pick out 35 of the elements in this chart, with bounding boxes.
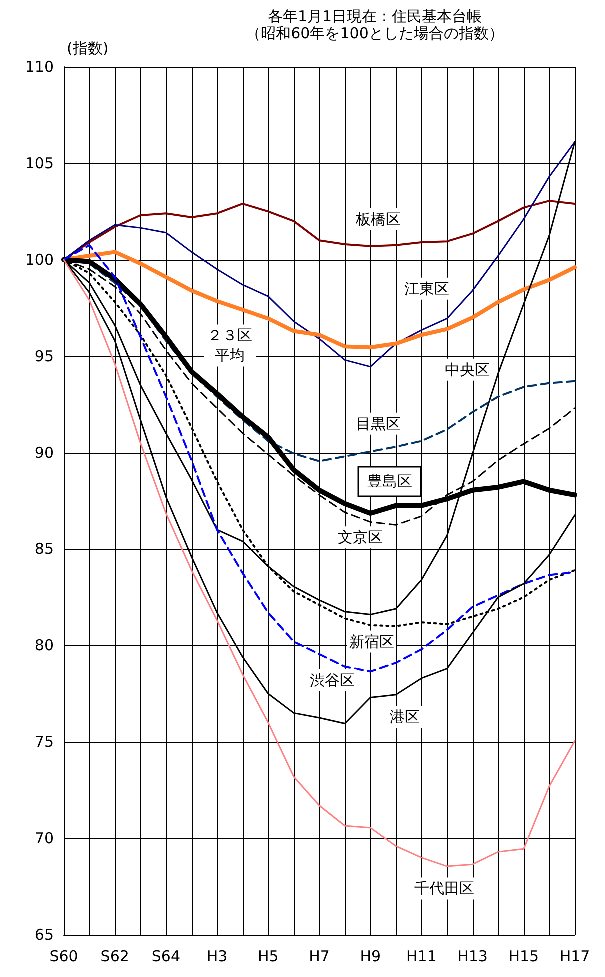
- y-tick-label: 75: [34, 733, 54, 752]
- x-tick-label: H13: [458, 948, 488, 966]
- series-label: 千代田区: [414, 880, 475, 898]
- y-tick-label: 80: [34, 636, 54, 655]
- series-label: 目黒区: [356, 414, 401, 433]
- y-tick-label: 85: [34, 540, 54, 558]
- x-tick-label: S64: [152, 948, 181, 966]
- series-label: 港区: [390, 708, 420, 726]
- x-tick-label: H11: [406, 948, 437, 966]
- series-label: 中央区: [445, 360, 490, 379]
- x-tick-label: H9: [360, 948, 382, 966]
- series-label: 板橋区: [354, 210, 401, 228]
- y-tick-label: 105: [25, 154, 54, 172]
- y-tick-label: 90: [34, 444, 54, 462]
- x-tick-label: H15: [508, 948, 540, 966]
- y-tick-label: 70: [34, 830, 54, 848]
- x-tick-label: S62: [100, 948, 130, 966]
- series-label: 渋谷区: [310, 671, 355, 690]
- x-tick-label: H3: [206, 948, 228, 966]
- y-axis-title: (指数): [67, 40, 109, 58]
- series-label: 文京区: [338, 528, 383, 547]
- series-label: 新宿区: [349, 632, 394, 651]
- y-tick-label: 95: [34, 347, 54, 366]
- chart-subtitle: （昭和60年を100とした場合の指数）: [246, 24, 504, 42]
- series-label: ２３区平均: [208, 326, 253, 365]
- y-tick-label: 100: [25, 250, 54, 269]
- chart-title: 各年1月1日現在：住民基本台帳: [268, 8, 482, 26]
- series-label: 豊島区: [367, 472, 412, 491]
- x-tick-label: H5: [258, 948, 279, 966]
- x-tick-label: H17: [560, 948, 590, 966]
- x-tick-label: S60: [50, 948, 78, 966]
- y-tick-label: 65: [34, 926, 54, 944]
- x-tick-label: H7: [309, 948, 330, 966]
- y-tick-label: 110: [25, 58, 54, 76]
- series-label: 江東区: [404, 280, 450, 298]
